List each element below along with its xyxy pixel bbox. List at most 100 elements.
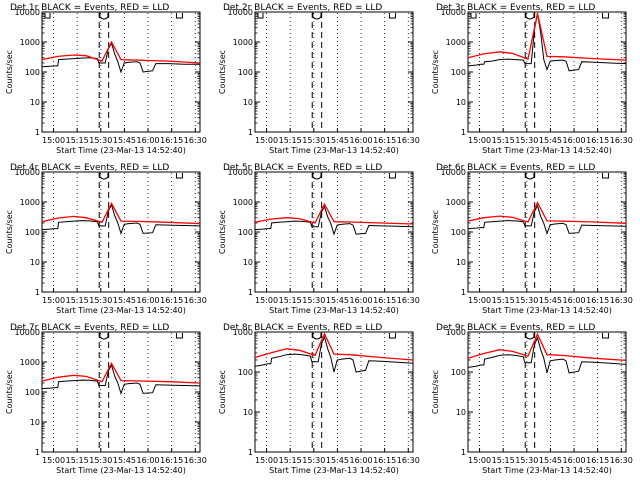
series-line-lld — [41, 201, 201, 225]
night-marker — [175, 173, 183, 179]
series-line-lld — [254, 332, 414, 361]
y-axis-label: Counts/sec — [218, 210, 227, 254]
x-axis-label: Start Time (23-Mar-13 14:52:40) — [56, 146, 186, 155]
y-tick-label: 1000 — [233, 328, 253, 337]
x-axis-label: Start Time (23-Mar-13 14:52:40) — [269, 146, 399, 155]
x-axis-label: Start Time (23-Mar-13 14:52:40) — [56, 466, 186, 475]
y-tick-label: 1 — [248, 128, 253, 137]
y-tick-label: 1 — [248, 288, 253, 297]
x-tick-label: 15:15 — [492, 456, 515, 465]
night-marker — [601, 173, 609, 179]
y-tick-label: 1000 — [446, 198, 466, 207]
x-tick-label: 16:00 — [350, 296, 373, 305]
y-tick-label: 1 — [461, 448, 466, 457]
x-tick-label: 16:30 — [610, 136, 633, 145]
panel-title: Det 3r BLACK = Events, RED = LLD — [436, 3, 595, 13]
night-marker — [601, 13, 609, 19]
y-tick-label: 10 — [243, 98, 253, 107]
y-tick-label: 10 — [456, 98, 466, 107]
y-axis-label: Counts/sec — [431, 370, 440, 414]
y-tick-label: 1 — [461, 128, 466, 137]
saa-marker — [99, 13, 109, 20]
x-tick-label: 16:30 — [397, 456, 420, 465]
x-tick-label: 16:15 — [586, 296, 609, 305]
x-tick-label: 15:00 — [42, 456, 65, 465]
y-axis-label: Counts/sec — [431, 50, 440, 94]
x-tick-label: 16:00 — [563, 136, 586, 145]
x-tick-label: 15:15 — [279, 456, 302, 465]
x-tick-label: 16:15 — [373, 296, 396, 305]
series-line-events — [254, 335, 414, 373]
y-tick-label: 1 — [35, 288, 40, 297]
x-tick-label: 15:15 — [492, 136, 515, 145]
panel-title: Det 2r BLACK = Events, RED = LLD — [223, 3, 382, 13]
night-marker — [388, 333, 396, 339]
panel-title: Det 4r BLACK = Events, RED = LLD — [10, 163, 169, 173]
x-axis-label: Start Time (23-Mar-13 14:52:40) — [482, 306, 612, 315]
x-tick-label: 16:15 — [586, 456, 609, 465]
series-line-lld — [41, 362, 201, 384]
x-axis-label: Start Time (23-Mar-13 14:52:40) — [269, 306, 399, 315]
y-tick-label: 1000 — [20, 198, 40, 207]
y-tick-label: 100 — [238, 68, 253, 77]
y-tick-label: 1000 — [446, 38, 466, 47]
x-tick-label: 15:15 — [279, 296, 302, 305]
x-tick-label: 15:15 — [279, 136, 302, 145]
y-tick-label: 10000 — [15, 8, 40, 17]
y-tick-label: 10 — [456, 258, 466, 267]
y-tick-label: 10000 — [228, 168, 253, 177]
series-line-lld — [254, 202, 414, 225]
y-tick-label: 100 — [25, 388, 40, 397]
x-tick-label: 15:30 — [515, 456, 538, 465]
panel-title: Det 9r BLACK = Events, RED = LLD — [436, 323, 595, 333]
y-tick-label: 1000 — [446, 328, 466, 337]
series-line-events — [467, 336, 627, 374]
y-tick-label: 10000 — [15, 328, 40, 337]
series-line-events — [467, 204, 627, 235]
panel-title: Det 1r BLACK = Events, RED = LLD — [10, 3, 169, 13]
y-tick-label: 1000 — [20, 38, 40, 47]
saa-marker — [525, 13, 535, 20]
y-axis-label: Counts/sec — [5, 370, 14, 414]
x-tick-label: 16:30 — [184, 136, 207, 145]
saa-marker — [525, 173, 535, 180]
plot-frame — [467, 11, 627, 133]
y-tick-label: 10 — [30, 418, 40, 427]
plot-frame — [467, 331, 627, 453]
x-tick-label: 15:45 — [539, 136, 562, 145]
x-tick-label: 16:15 — [586, 136, 609, 145]
y-axis-label: Counts/sec — [218, 370, 227, 414]
panel-title: Det 5r BLACK = Events, RED = LLD — [223, 163, 382, 173]
y-axis-label: Counts/sec — [431, 210, 440, 254]
panel-title: Det 8r BLACK = Events, RED = LLD — [223, 323, 382, 333]
x-tick-label: 15:00 — [42, 296, 65, 305]
start-marker — [44, 13, 51, 19]
x-tick-label: 16:30 — [610, 296, 633, 305]
series-line-lld — [467, 201, 627, 224]
plot-frame — [254, 11, 414, 133]
x-tick-label: 15:30 — [302, 456, 325, 465]
x-axis-label: Start Time (23-Mar-13 14:52:40) — [269, 466, 399, 475]
x-tick-label: 16:15 — [160, 136, 183, 145]
x-tick-label: 16:30 — [184, 296, 207, 305]
saa-marker — [312, 173, 322, 180]
y-tick-label: 100 — [238, 368, 253, 377]
y-tick-label: 10 — [243, 258, 253, 267]
x-tick-label: 15:30 — [515, 296, 538, 305]
saa-marker — [99, 333, 109, 340]
start-marker — [470, 13, 477, 19]
y-axis-label: Counts/sec — [5, 50, 14, 94]
x-tick-label: 16:15 — [160, 456, 183, 465]
y-tick-label: 100 — [451, 368, 466, 377]
y-tick-label: 1000 — [20, 358, 40, 367]
night-marker — [175, 13, 183, 19]
night-marker — [175, 333, 183, 339]
panel-title: Det 7r BLACK = Events, RED = LLD — [10, 323, 169, 333]
saa-marker — [525, 333, 535, 340]
